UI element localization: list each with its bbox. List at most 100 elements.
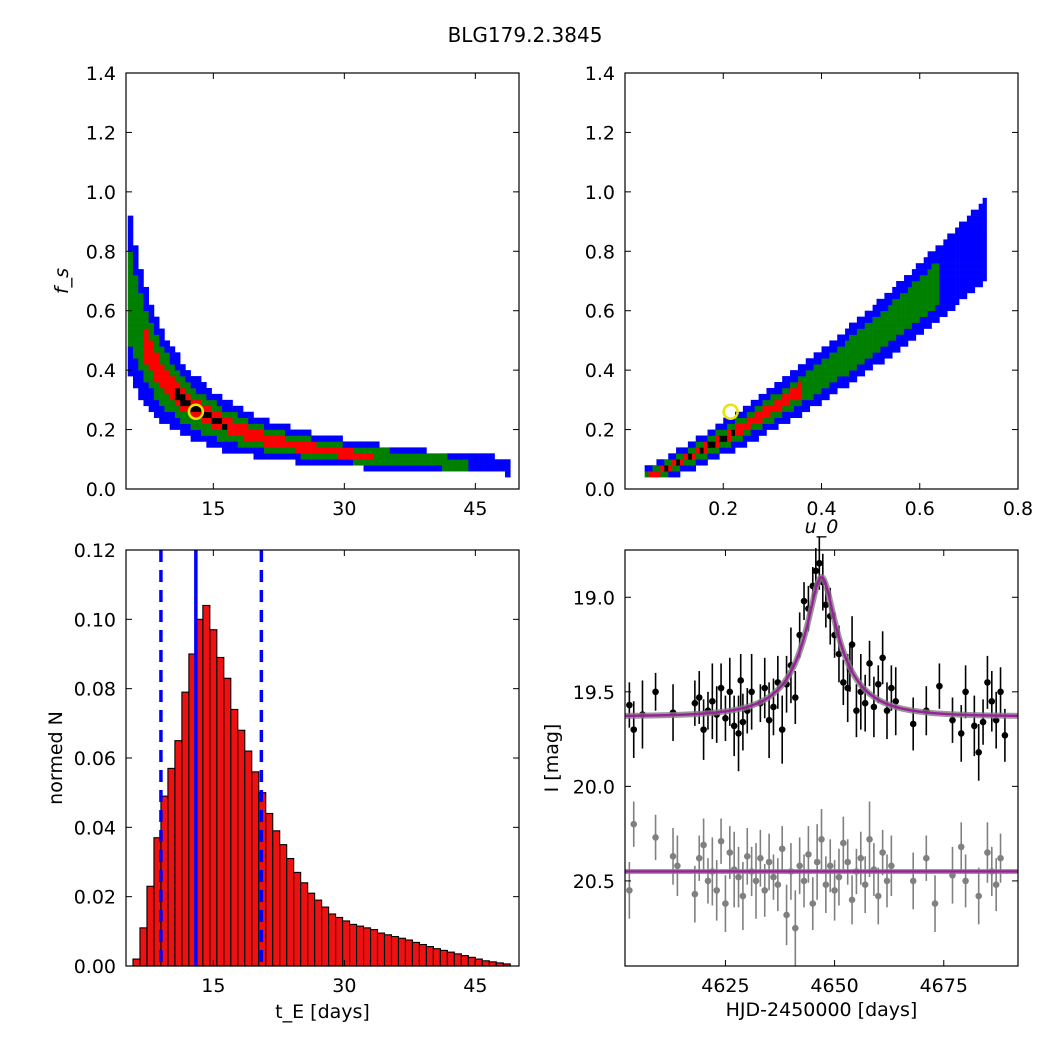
mid-cell xyxy=(845,358,850,365)
mid-cell xyxy=(911,286,917,294)
mid-cell xyxy=(148,334,155,341)
outer-cell xyxy=(132,251,139,258)
core-cell xyxy=(723,435,728,442)
mid-cell xyxy=(833,352,838,359)
mid-cell xyxy=(253,441,260,448)
outer-cell xyxy=(970,275,976,282)
outer-cell xyxy=(943,239,948,246)
mid-cell xyxy=(153,382,160,389)
outer-cell xyxy=(127,239,134,246)
inner-cell xyxy=(169,376,176,383)
inner-cell xyxy=(300,447,307,454)
outer-cell xyxy=(680,465,685,472)
mid-cell xyxy=(919,304,924,312)
mid-cell xyxy=(852,352,858,359)
inner-cell xyxy=(311,441,317,448)
y-tick-label: 1.2 xyxy=(585,122,615,144)
mid-cell xyxy=(919,310,924,317)
mid-cell xyxy=(132,281,139,288)
outer-cell xyxy=(353,441,359,448)
inner-cell xyxy=(143,346,150,353)
inner-cell xyxy=(727,435,732,442)
y-tick-label: 20.0 xyxy=(573,776,615,798)
inner-cell xyxy=(735,429,740,436)
mid-cell xyxy=(127,340,134,347)
outer-cell xyxy=(644,465,649,472)
offset-lightcurve-point xyxy=(857,854,865,862)
offset-lightcurve-point xyxy=(669,853,677,860)
outer-cell xyxy=(978,227,983,234)
mid-cell xyxy=(300,453,307,460)
mid-cell xyxy=(243,417,249,424)
outer-cell xyxy=(263,423,270,430)
lightcurve-point xyxy=(730,722,738,730)
mid-cell xyxy=(864,346,869,353)
mid-cell xyxy=(180,382,186,389)
outer-cell xyxy=(978,203,983,210)
outer-cell xyxy=(951,251,956,258)
offset-lightcurve-point xyxy=(805,851,812,858)
outer-cell xyxy=(935,245,940,252)
mid-cell xyxy=(132,334,139,341)
histogram-bar xyxy=(286,857,295,967)
mid-cell xyxy=(852,346,858,353)
outer-cell xyxy=(284,453,291,460)
mid-cell xyxy=(927,275,932,282)
inner-cell xyxy=(258,429,265,436)
inner-cell xyxy=(237,429,244,436)
outer-cell xyxy=(966,221,972,228)
lightcurve-point xyxy=(630,726,638,733)
inner-cell xyxy=(683,453,689,460)
mid-cell xyxy=(900,316,905,323)
outer-cell xyxy=(715,423,720,430)
outer-cell xyxy=(770,423,775,430)
mid-cell xyxy=(447,465,453,472)
lightcurve-point xyxy=(874,680,882,688)
mid-cell xyxy=(201,423,207,430)
histogram-bar xyxy=(181,691,190,967)
outer-cell xyxy=(982,275,987,282)
outer-cell xyxy=(797,411,803,418)
outer-cell xyxy=(421,465,427,472)
mid-cell xyxy=(888,304,893,312)
outer-cell xyxy=(947,304,952,312)
outer-cell xyxy=(970,245,976,252)
outer-cell xyxy=(237,447,244,454)
outer-cell xyxy=(284,429,291,436)
outer-cell xyxy=(169,411,176,418)
mid-cell xyxy=(868,346,873,353)
inner-cell xyxy=(746,423,752,430)
mid-cell xyxy=(738,417,744,424)
outer-cell xyxy=(782,411,787,418)
axes-frame xyxy=(125,72,520,490)
outer-cell xyxy=(316,459,322,466)
inner-cell xyxy=(754,411,759,418)
outer-cell xyxy=(931,257,936,264)
outer-cell xyxy=(164,340,170,347)
mid-cell xyxy=(138,304,144,312)
outer-cell xyxy=(227,447,233,454)
outer-cell xyxy=(770,387,775,395)
mid-cell xyxy=(852,358,858,365)
outer-cell xyxy=(888,352,893,359)
mid-cell xyxy=(132,310,139,317)
histogram-bar xyxy=(307,892,316,967)
mid-cell xyxy=(907,322,913,329)
outer-cell xyxy=(955,275,960,282)
mid-cell xyxy=(159,352,165,359)
outer-cell xyxy=(786,382,791,389)
mid-cell xyxy=(127,304,134,312)
outer-cell xyxy=(723,447,728,454)
histogram-bar xyxy=(474,958,483,967)
model-uncertainty-band xyxy=(624,573,1019,719)
lightcurve-point xyxy=(936,682,943,690)
offset-lightcurve-point xyxy=(975,892,982,900)
inner-cell xyxy=(746,417,752,424)
mid-cell xyxy=(127,322,134,329)
mid-cell xyxy=(195,417,202,424)
outer-cell xyxy=(915,328,921,335)
mid-cell xyxy=(809,393,814,401)
mid-cell xyxy=(436,453,443,460)
mid-cell xyxy=(888,328,893,335)
outer-cell xyxy=(742,405,748,413)
